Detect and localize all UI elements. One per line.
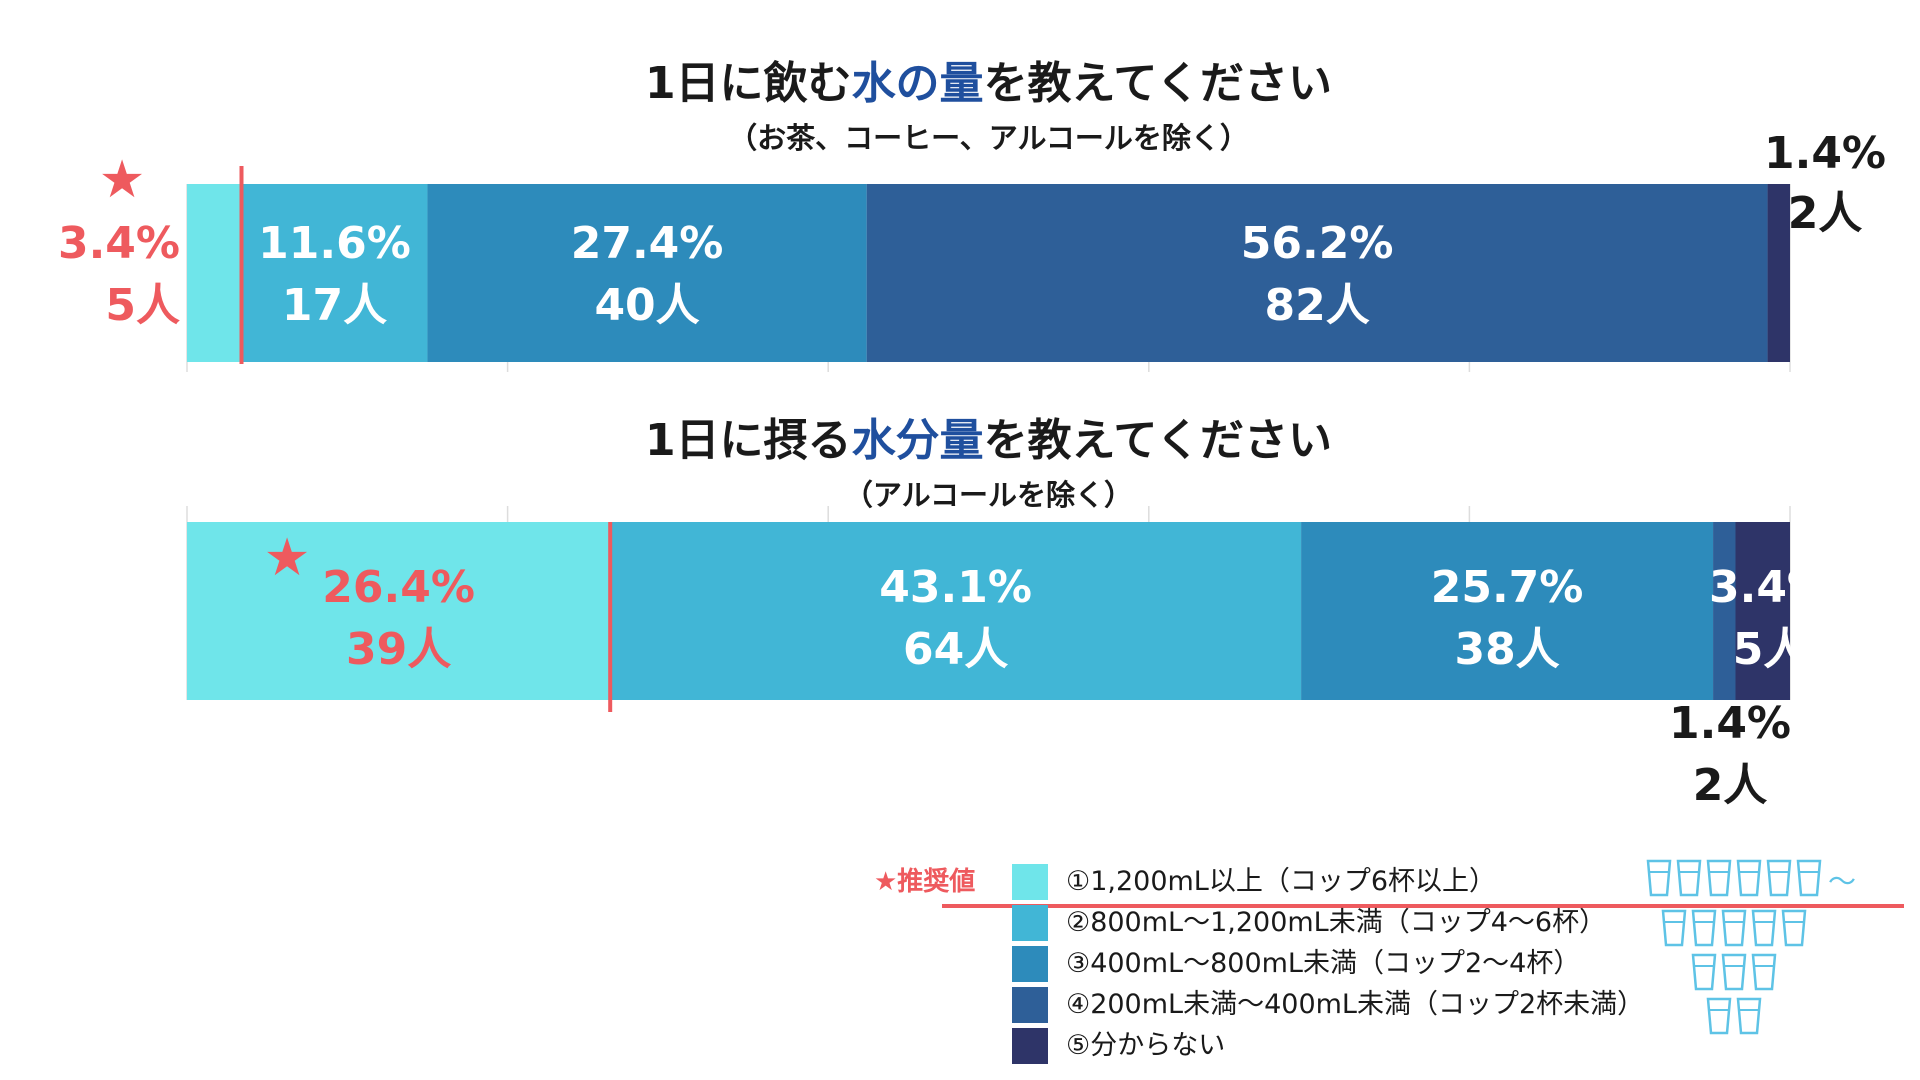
percent-label-1: 26.4% [322,562,475,613]
water-glass-icon [1736,859,1762,897]
chart-title-part: を教えてください [984,415,1332,466]
chart-title-part: 水分量 [852,415,984,466]
legend-swatch-3 [1012,946,1048,982]
water-glass-icon [1751,909,1777,947]
bar-end-cap [1784,184,1790,362]
recommended-divider [942,904,1904,908]
water-glass-icon [1676,859,1702,897]
count-label-1: 39人 [346,624,451,675]
count-label-1: 5人 [105,280,180,331]
percent-label-2: 11.6% [258,218,411,269]
legend-label-1: ①1,200mL以上（コップ6杯以上） [1066,866,1497,897]
chart-svg: 1日に飲む水の量を教えてください（お茶、コーヒー、アルコールを除く）★3.4%5… [58,58,1886,811]
recommended-star-icon: ★ [264,528,311,588]
recommended-label: ★推奨値 [874,867,976,897]
water-glass-icon [1796,859,1822,897]
percent-label-2: 43.1% [879,562,1032,613]
count-label-5: 2人 [1788,188,1863,239]
chart-title-part: 1日に摂る [645,415,852,466]
chart-2: 1日に摂る水分量を教えてください （アルコールを除く） [186,415,1791,712]
legend-label-5: ⑤分からない [1066,1030,1226,1061]
water-glass-icon [1736,997,1762,1035]
chart-title-2: 1日に摂る水分量を教えてください [645,415,1332,466]
count-label-2: 17人 [282,280,387,331]
bar-segment-2 [610,522,1302,700]
percent-label-4: 56.2% [1241,218,1394,269]
percent-label-3: 27.4% [571,218,724,269]
bar-segment-3 [1301,522,1714,700]
bar-segment-3 [427,184,867,362]
chart-subtitle-1: （お茶、コーヒー、アルコールを除く） [728,121,1249,155]
chart-subtitle-2: （アルコールを除く） [844,478,1133,512]
water-glass-icon [1706,859,1732,897]
legend-label-3: ③400mL～800mL未満（コップ2～4杯） [1066,948,1581,979]
count-label-2: 64人 [903,624,1008,675]
legend: ★推奨値 ①1,200mL以上（コップ6杯以上） ②800mL～1,200mL未… [872,862,1912,1072]
percent-label-5: 3.4% [1709,562,1831,613]
bar-segment-2 [241,184,428,362]
chart-title-part: を教えてください [984,58,1332,109]
legend-label-4: ④200mL未満～400mL未満（コップ2杯未満） [1066,989,1645,1020]
percent-label-1: 3.4% [58,218,180,269]
legend-label-2: ②800mL～1,200mL未満（コップ4～6杯） [1066,907,1607,938]
percent-label-3: 25.7% [1431,562,1584,613]
water-glass-icon [1721,953,1747,991]
water-glass-icon [1766,859,1792,897]
percent-label-5: 1.4% [1764,128,1886,179]
bar-segment-1 [187,522,611,700]
chart-title-part: 水の量 [852,58,984,109]
bar-segment-4 [1713,522,1736,700]
count-label-3: 38人 [1454,624,1559,675]
water-glass-icon [1691,953,1717,991]
chart-1: 1日に飲む水の量を教えてください （お茶、コーヒー、アルコールを除く） [186,58,1791,372]
bar-segment-5 [1735,522,1790,700]
legend-swatch-5 [1012,1028,1048,1064]
count-label-5: 5人 [1733,624,1808,675]
water-glass-icon [1706,997,1732,1035]
legend-swatch-1 [1012,864,1048,900]
bar-segment-1 [187,184,242,362]
recommended-star-icon: ★ [99,150,146,210]
water-glass-icon [1691,909,1717,947]
chart-title-part: 1日に飲む [645,58,852,109]
chart-title-1: 1日に飲む水の量を教えてください [645,58,1332,109]
legend-swatch-2 [1012,905,1048,941]
water-glass-icon [1781,909,1807,947]
bar-end-cap [1784,522,1790,700]
water-glass-icon [1721,909,1747,947]
water-glass-icon [1661,909,1687,947]
legend-swatch-4 [1012,987,1048,1023]
water-glass-icon [1646,859,1672,897]
percent-label-4: 1.4% [1669,698,1791,749]
water-glass-icon [1751,953,1777,991]
count-label-4: 82人 [1264,280,1369,331]
glass-more-suffix: ～ [1828,865,1857,898]
bar-segment-4 [866,184,1768,362]
count-label-4: 2人 [1693,760,1768,811]
count-label-3: 40人 [594,280,699,331]
